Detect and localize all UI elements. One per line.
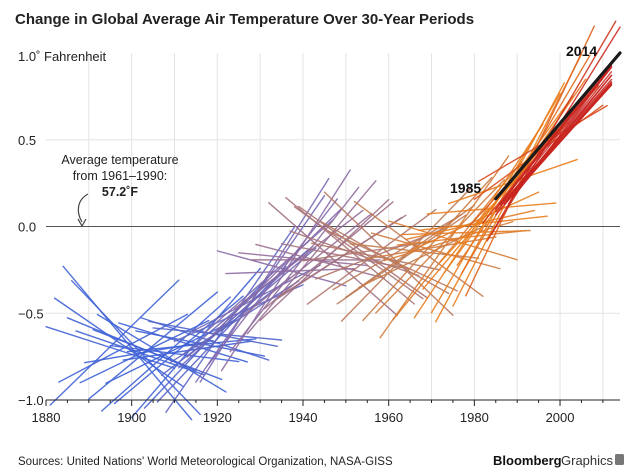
trend-segment [242,213,373,317]
x-tick-label: 1960 [374,410,403,425]
trend-segment [118,322,249,363]
trend-segment [229,186,360,353]
trend-segment [259,198,390,322]
y-gridlines [46,53,620,400]
trend-segment [353,200,484,298]
x-tick-label: 2000 [546,410,575,425]
trend-segment [96,313,227,393]
x-tick-label: 1880 [32,410,61,425]
y-tick-label: −1.0 [18,393,44,408]
trend-segment [400,229,531,236]
trend-segment [105,319,236,384]
trend-segment [238,252,368,267]
baseline-arrow [77,193,89,223]
trend-segment [208,198,338,365]
trend-segment [268,201,398,317]
trend-segment [216,250,347,287]
y-axis-label-top: 1.0˚ Fahrenheit [18,49,107,64]
trend-segment [225,267,356,275]
trend-segment [169,280,300,364]
trend-segment [512,74,613,198]
chart-title: Change in Global Average Air Temperature… [15,11,474,28]
y-tick-label: 0.0 [18,220,36,235]
x-tick-label: 1900 [117,410,146,425]
trend-segment [246,180,377,335]
baseline-annotation: Average temperature from 1961–1990: 57.2… [61,153,179,228]
trend-segment [126,338,257,353]
trend-segment [139,316,270,361]
trend-segment [323,191,454,316]
trend-segment [190,264,321,333]
trend-segment [512,71,613,195]
trend-segment [447,158,578,205]
highlight-trend-line-1985-2014 [494,51,622,201]
trend-segment [165,226,296,413]
brand-name: Bloomberg [493,453,562,468]
x-tick-label: 1940 [289,410,318,425]
x-tick-label: 1920 [203,410,232,425]
label-1985: 1985 [450,180,481,196]
x-tick-label: 1980 [460,410,489,425]
baseline-note-line2: from 1961–1990: [73,169,168,183]
trend-segment [152,327,283,341]
trend-segment [375,179,506,314]
bloomberg-icon [615,454,624,465]
trend-segment [276,214,407,299]
baseline-note-value: 57.2˚F [102,185,138,199]
label-2014: 2014 [566,43,597,59]
brand-subtitle: Graphics [561,453,614,468]
x-axis-ticks: 1880 1900 1920 1940 1960 1980 2000 [32,400,604,425]
trend-segment [332,213,463,291]
trend-segment [53,297,184,388]
trend-segment [379,155,510,339]
y-tick-label: 0.5 [18,133,36,148]
baseline-arrowhead [77,218,87,228]
baseline-note-line1: Average temperature [61,153,178,167]
trend-segment [71,279,201,416]
y-axis-ticks: −1.0 −0.5 0.0 0.5 [18,133,44,408]
trend-segment [383,220,514,262]
trend-segment [49,279,180,406]
y-tick-label: −0.5 [18,306,44,321]
trend-segment [387,220,518,261]
trend-segment [328,230,458,292]
source-note: Sources: United Nations' World Meteorolo… [18,456,393,468]
trend-segment [396,229,527,246]
trend-segment [220,169,351,372]
